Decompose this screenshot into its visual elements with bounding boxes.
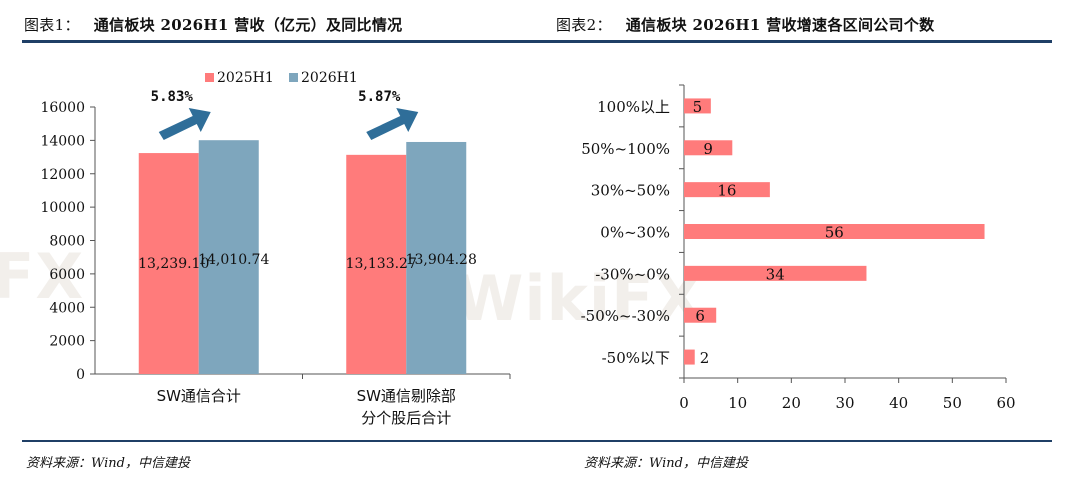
legend-swatch-2025H1: [205, 73, 214, 82]
figure-2-title: 通信板块 2026H1 营收增速各区间公司个数: [625, 16, 935, 34]
x-category-label: SW通信合计: [157, 387, 241, 405]
y-tick-label: 4000: [49, 300, 85, 316]
watermark-left: FX: [0, 240, 85, 313]
x-tick-label: 0: [679, 394, 689, 412]
source-note-right: 资料来源：Wind，中信建投: [584, 456, 748, 471]
figure-1-header: 图表1： 通信板块 2026H1 营收（亿元）及同比情况: [24, 14, 402, 35]
footer-rule: [22, 440, 1052, 442]
growth-label: 5.83%: [151, 89, 194, 105]
x-tick-label: 60: [996, 394, 1015, 412]
y-tick-label: 0: [76, 367, 85, 383]
figure-1-label: 图表1：: [24, 16, 80, 34]
legend-label-2025H1: 2025H1: [217, 70, 274, 86]
watermark-center: WikiFX: [455, 262, 704, 335]
y-tick-label: 14000: [40, 133, 85, 149]
y-category-label: 30%~50%: [591, 182, 670, 200]
legend-label-2026H1: 2026H1: [301, 70, 358, 86]
data-label: 16: [717, 182, 736, 200]
data-label: 5: [693, 98, 703, 116]
y-category-label: -50%以下: [602, 349, 670, 367]
data-label: 2: [700, 349, 710, 367]
growth-arrow-icon: [366, 108, 419, 140]
y-tick-label: 10000: [40, 200, 85, 216]
y-tick-label: 16000: [40, 100, 85, 116]
source-note-left: 资料来源：Wind，中信建投: [26, 456, 190, 471]
x-tick-label: 50: [943, 394, 962, 412]
y-tick-label: 6000: [49, 267, 85, 283]
bar-5: [684, 265, 867, 281]
bar-2025H1-2: [346, 154, 407, 374]
header-rule: [22, 40, 1052, 43]
y-category-label: -30%~0%: [595, 265, 670, 283]
legend-swatch-2026H1: [289, 73, 298, 82]
data-label: 14,010.74: [198, 252, 269, 268]
x-tick-label: 40: [889, 394, 908, 412]
figure-2-header: 图表2： 通信板块 2026H1 营收增速各区间公司个数: [556, 14, 934, 35]
x-tick-label: 10: [728, 394, 747, 412]
growth-distribution-chart: 0 10 20 30 40 50 60 100%以上 5 50%~100% 9 30%~50% 16 0%…: [581, 84, 1016, 412]
bar-7: [684, 349, 695, 365]
bar-2026H1-2: [406, 141, 467, 374]
y-category-label: -50%~-30%: [581, 307, 670, 325]
bar-4: [684, 224, 985, 239]
data-label: 13,133.27: [346, 256, 417, 272]
data-label: 34: [766, 265, 785, 283]
y-tick-label: 2000: [49, 334, 85, 350]
y-tick-label: 8000: [49, 234, 85, 250]
y-category-label: 100%以上: [597, 98, 670, 116]
bar-2: [684, 140, 733, 156]
bar-2025H1-1: [138, 153, 199, 374]
bar-3: [684, 182, 770, 198]
data-label: 13,904.28: [406, 252, 477, 268]
bar-6: [684, 307, 717, 323]
x-category-label: SW通信剔除部分个股后合计: [357, 387, 456, 427]
figure-1-title: 通信板块 2026H1 营收（亿元）及同比情况: [93, 16, 403, 34]
growth-arrow-icon: [158, 108, 211, 140]
x-tick-label: 30: [835, 394, 854, 412]
data-label: 56: [825, 224, 844, 242]
y-category-label: 50%~100%: [581, 140, 670, 158]
data-label: 6: [695, 307, 705, 325]
growth-label: 5.87%: [358, 89, 401, 105]
x-tick-label: 20: [782, 394, 801, 412]
y-tick-label: 12000: [40, 167, 85, 183]
revenue-bar-chart: 0 2000 4000 6000 8000 10000 12000 14000 16000 13,…: [40, 70, 511, 427]
data-label: 13,239.10: [138, 256, 209, 272]
data-label: 9: [703, 140, 713, 158]
bar-1: [684, 98, 711, 114]
figure-2-label: 图表2：: [556, 16, 612, 34]
bar-2026H1-1: [198, 140, 259, 374]
y-category-label: 0%~30%: [600, 224, 670, 242]
